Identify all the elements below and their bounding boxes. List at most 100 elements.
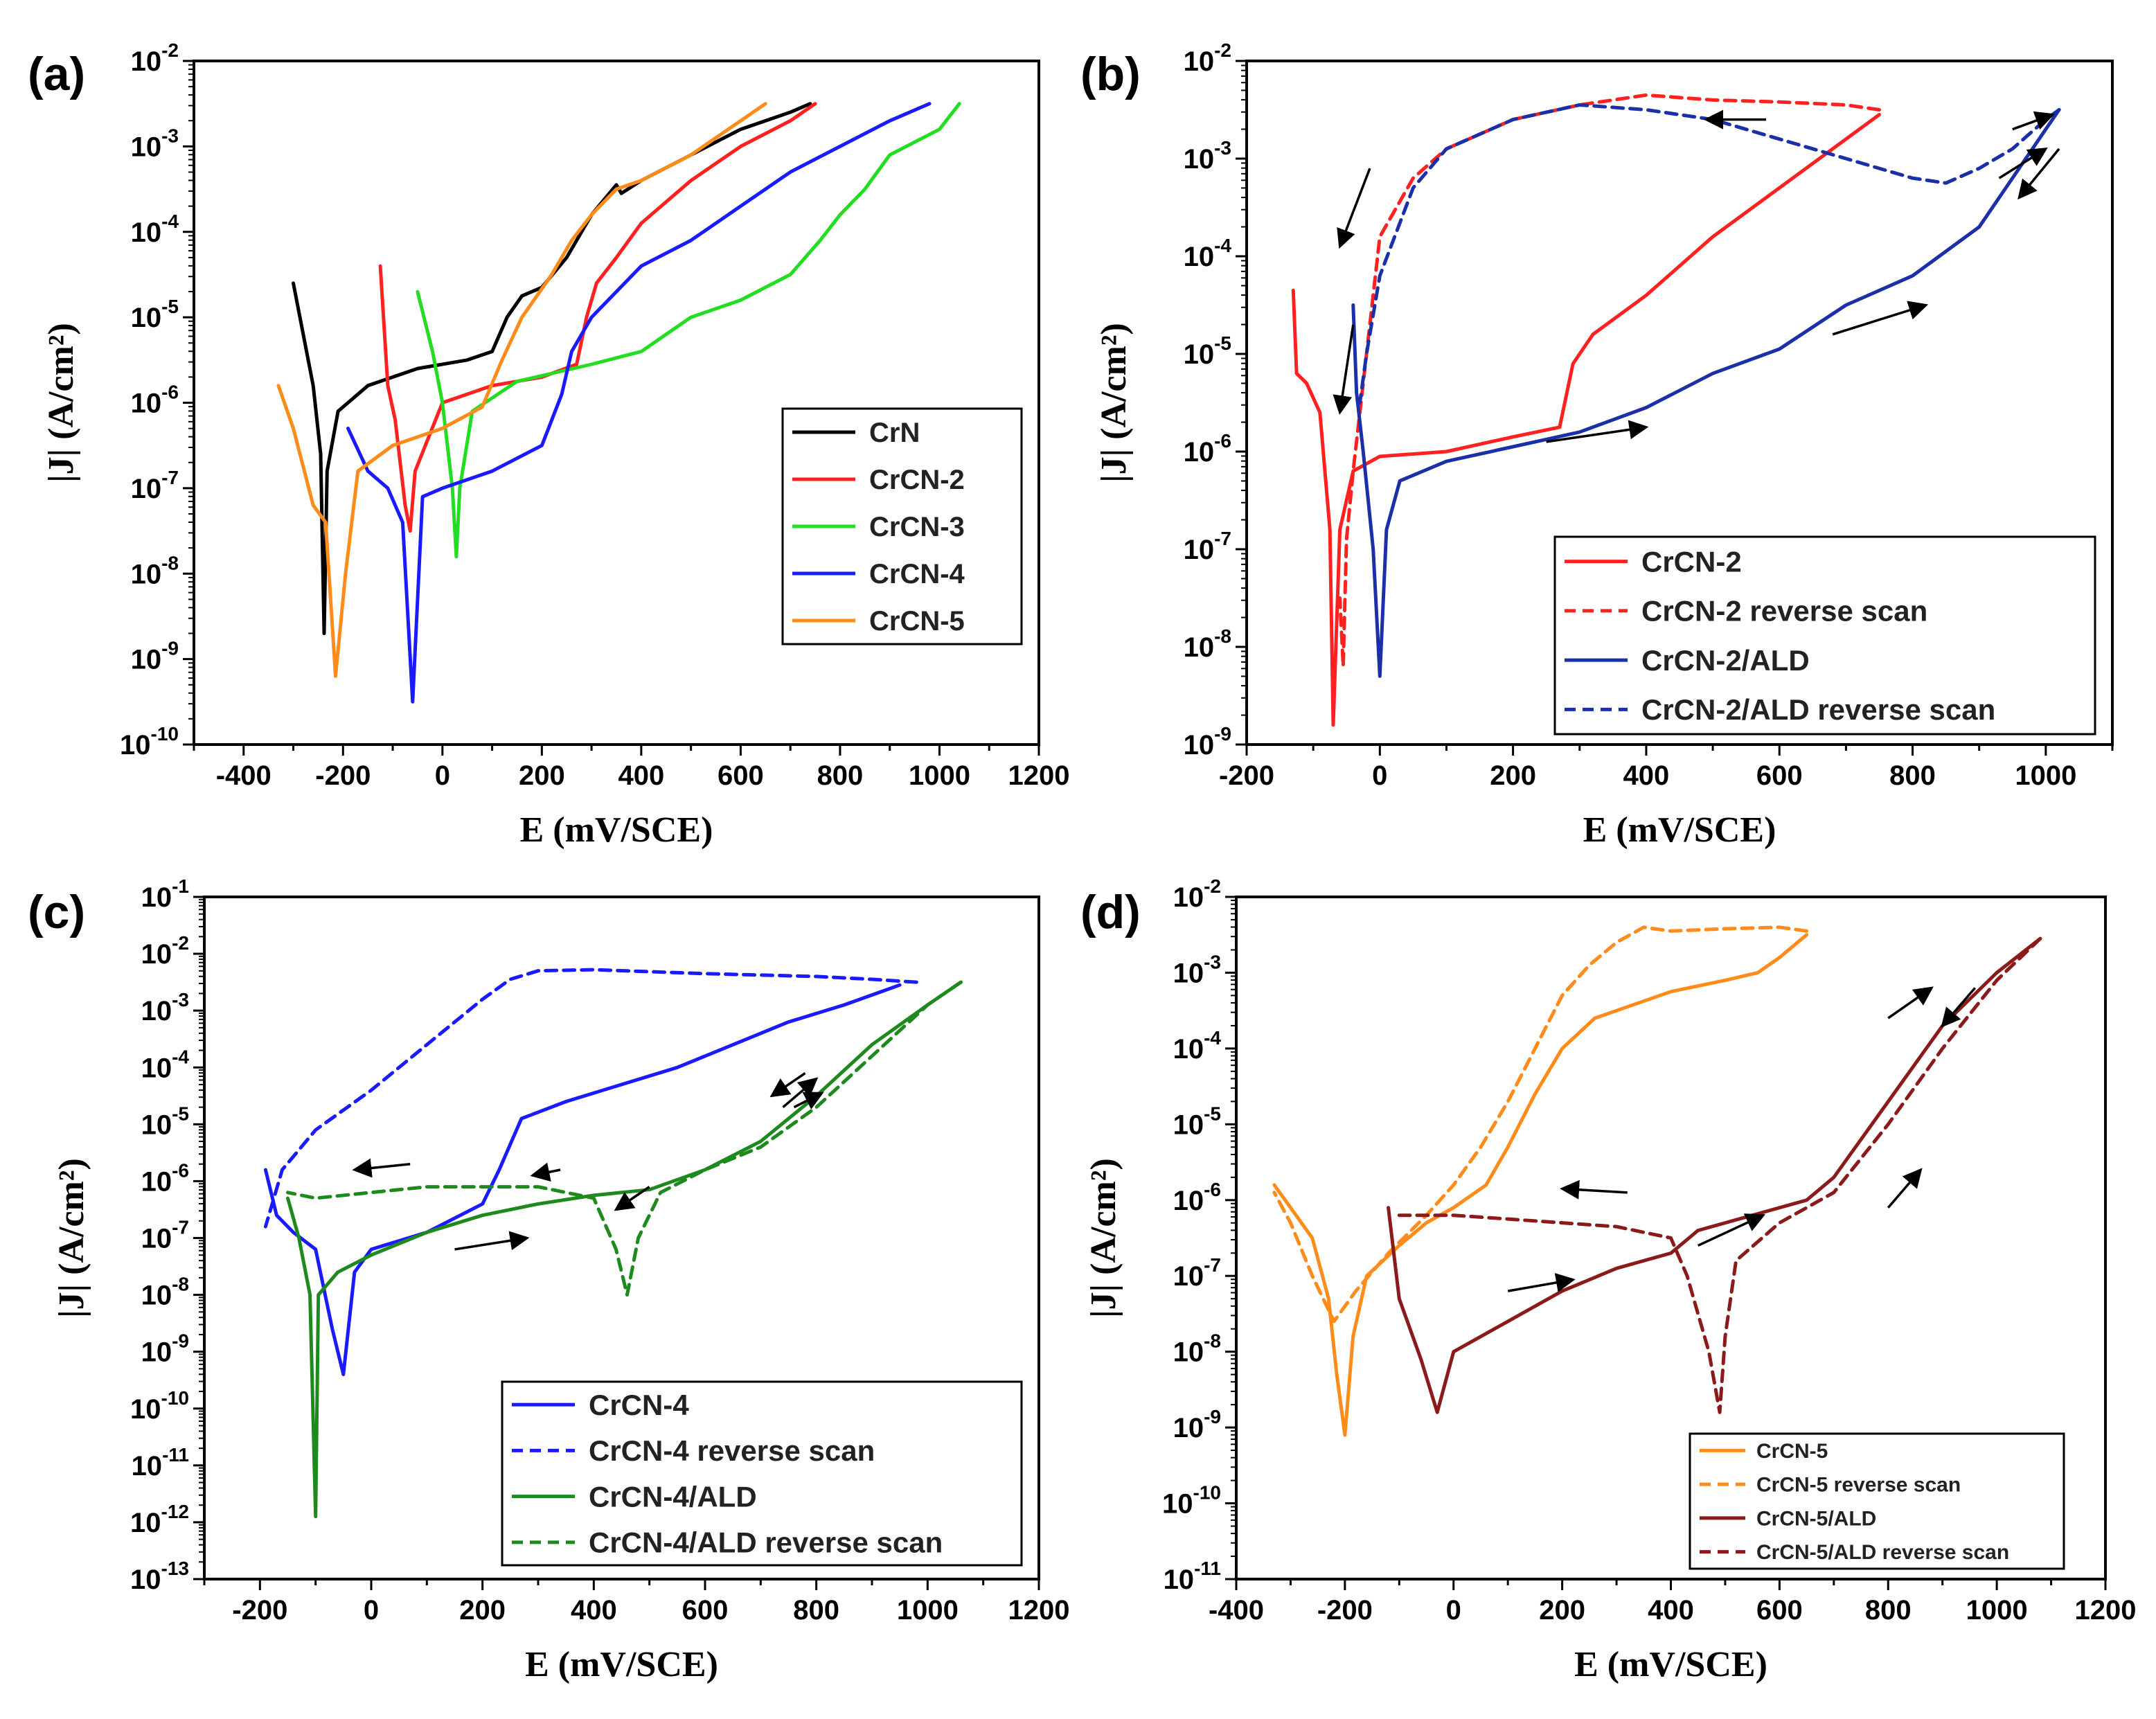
scan-direction-arrow <box>1887 986 1934 1019</box>
series-line-2 <box>263 968 918 1229</box>
legend-entry: CrCN-4/ALD <box>589 1480 757 1513</box>
y-tick-label: 10-2 <box>131 39 179 77</box>
legend-box <box>1689 1432 2065 1570</box>
legend-entry: CrCN-5 <box>869 606 965 636</box>
x-tick-label: 1200 <box>1008 1595 1070 1626</box>
x-axis-label: E (mV/SCE) <box>525 1645 718 1684</box>
y-tick-label: 10-6 <box>1173 1179 1221 1216</box>
series-line-2 <box>378 102 817 533</box>
x-tick-label: -400 <box>216 760 271 791</box>
scan-direction-arrow <box>1832 301 1929 336</box>
y-axis-label: |J| (A/cm²) <box>1094 323 1134 483</box>
legend-entry: CrCN-4 <box>869 559 965 589</box>
x-tick-label: 0 <box>1446 1595 1461 1626</box>
scan-direction-arrow <box>1941 987 1977 1028</box>
x-tick-label: -200 <box>1317 1595 1373 1626</box>
x-tick-label: 200 <box>519 760 565 791</box>
legend-entry: CrCN-5/ALD <box>1756 1507 1876 1530</box>
y-tick-label: 10-6 <box>131 382 179 419</box>
series-line-4 <box>286 980 963 1297</box>
legend-box <box>1553 535 2096 736</box>
y-tick-label: 10-1 <box>141 875 189 913</box>
y-tick-label: 10-4 <box>1184 235 1232 272</box>
y-tick-label: 10-7 <box>1173 1254 1221 1292</box>
x-tick-label: 1200 <box>1008 760 1070 791</box>
legend-entry: CrCN-2 <box>869 465 965 495</box>
legend-entry: CrCN-2 <box>1641 545 1742 578</box>
y-tick-label: 10-7 <box>141 1217 189 1254</box>
x-tick-label: 600 <box>1756 1595 1803 1626</box>
y-axis-label: |J| (A/cm²) <box>1084 1158 1123 1318</box>
scan-direction-arrow <box>352 1158 411 1178</box>
panel-c: (c) -200 0 200 400 600 800 1000 1200 10-13 10-12 10… <box>28 875 1069 1684</box>
scan-direction-arrow <box>2017 148 2060 200</box>
y-tick-label: 10-3 <box>131 125 179 162</box>
scan-direction-arrow <box>614 1186 650 1211</box>
legend-entry: CrCN-4/ALD reverse scan <box>589 1526 943 1559</box>
y-tick-label: 10-4 <box>141 1046 190 1083</box>
scan-direction-arrow <box>1546 420 1649 443</box>
y-tick-label: 10-8 <box>131 552 179 589</box>
x-axis-label: E (mV/SCE) <box>1574 1645 1767 1684</box>
scan-direction-arrow <box>1887 1168 1923 1209</box>
x-tick-label: 400 <box>571 1595 617 1626</box>
y-tick-label: 10-4 <box>1173 1027 1222 1065</box>
scan-direction-arrow <box>530 1162 561 1182</box>
y-tick-label: 10-9 <box>1173 1406 1221 1443</box>
x-tick-label: 0 <box>364 1595 379 1626</box>
y-tick-label: 10-2 <box>141 932 189 970</box>
scan-direction-arrow <box>1507 1273 1576 1292</box>
y-tick-label: 10-5 <box>1184 332 1231 370</box>
x-tick-label: 400 <box>1623 760 1670 791</box>
series-line-4 <box>1397 936 2042 1414</box>
y-tick-label: 10-11 <box>1164 1558 1221 1595</box>
legend-entry: CrCN-5 <box>1756 1440 1828 1463</box>
plot-frame <box>1245 60 2114 746</box>
y-tick-label: 10-3 <box>1184 137 1231 175</box>
y-tick-label: 10-9 <box>1184 723 1231 760</box>
panel-b: (b) -200 0 200 400 600 800 1000 10-9 10-8 10-7 10-6… <box>1080 39 2114 850</box>
y-tick-label: 10-3 <box>141 989 189 1026</box>
scan-direction-arrow <box>454 1231 530 1251</box>
legend-entry: CrCN-2/ALD <box>1641 644 1810 677</box>
panel-label: (a) <box>28 48 85 100</box>
x-tick-label: 1000 <box>2015 760 2076 791</box>
scan-direction-arrow <box>1998 148 2048 179</box>
y-tick-label: 10-11 <box>132 1444 189 1481</box>
legend-entry: CrN <box>869 418 920 448</box>
legend: CrCN-2 CrCN-2 reverse scan CrCN-2/ALD CrCN-… <box>1553 535 2096 736</box>
y-tick-label: 10-8 <box>1173 1330 1221 1368</box>
x-tick-label: 800 <box>817 760 864 791</box>
x-tick-label: 0 <box>435 760 450 791</box>
series-line-1 <box>1291 113 1881 727</box>
legend: CrCN-4 CrCN-4 reverse scan CrCN-4/ALD CrCN-… <box>501 1380 1023 1567</box>
series-line-3 <box>416 102 961 559</box>
y-tick-label: 10-8 <box>1184 625 1231 663</box>
y-tick-label: 10-9 <box>131 638 179 675</box>
y-tick-label: 10-9 <box>141 1330 189 1368</box>
y-tick-label: 10-8 <box>141 1274 189 1311</box>
x-tick-label: 1000 <box>897 1595 959 1626</box>
x-axis-label: E (mV/SCE) <box>1583 810 1776 850</box>
x-axis-label: E (mV/SCE) <box>520 810 713 850</box>
x-tick-label: 200 <box>459 1595 506 1626</box>
x-tick-label: 600 <box>682 1595 729 1626</box>
series-line-4 <box>1358 103 2061 404</box>
legend-entry: CrCN-4 <box>589 1389 689 1421</box>
y-tick-label: 10-5 <box>131 296 179 333</box>
y-tick-label: 10-5 <box>141 1103 189 1140</box>
series-line-2 <box>1272 925 1809 1324</box>
legend-entry: CrCN-5 reverse scan <box>1756 1474 1961 1497</box>
panel-label: (d) <box>1080 886 1141 938</box>
x-tick-label: -200 <box>232 1595 287 1626</box>
y-tick-label: 10-12 <box>130 1501 189 1538</box>
scan-direction-arrow <box>782 1077 819 1109</box>
y-tick-label: 10-6 <box>141 1159 189 1197</box>
legend: CrCN-5 CrCN-5 reverse scan CrCN-5/ALD CrCN-… <box>1689 1432 2065 1570</box>
y-tick-label: 10-10 <box>120 723 179 760</box>
series-line-3 <box>1351 108 2061 678</box>
y-axis-label: |J| (A/cm²) <box>52 1158 91 1318</box>
legend-entry: CrCN-4 reverse scan <box>589 1434 875 1467</box>
series-line-5 <box>276 102 767 678</box>
